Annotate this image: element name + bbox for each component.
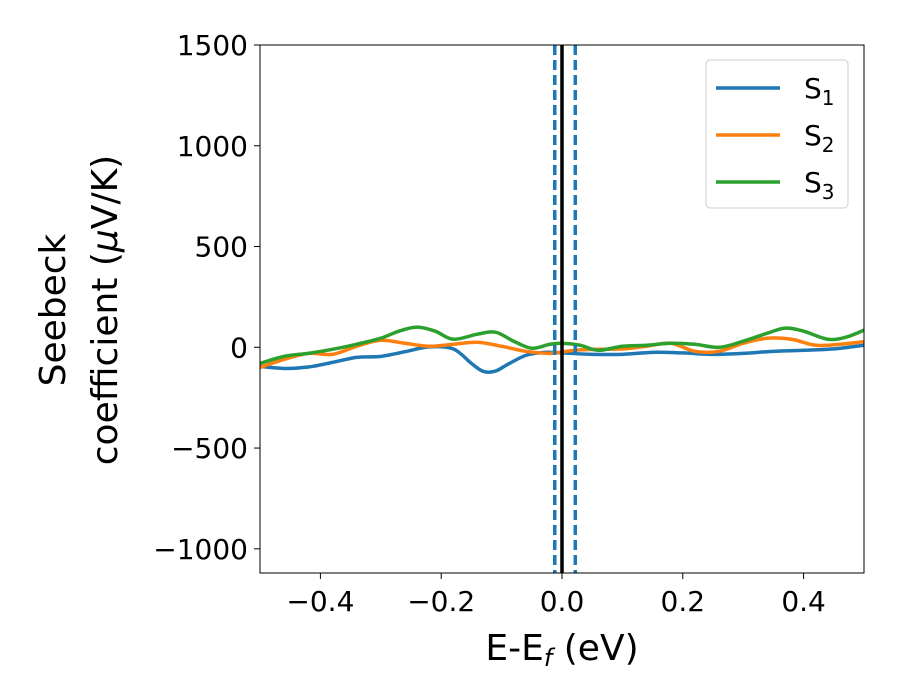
- legend-label-s1: S1: [804, 72, 835, 110]
- x-tick-label: 0.2: [661, 585, 706, 618]
- x-tick-label: −0.4: [286, 585, 354, 618]
- legend: S1 S2 S3: [705, 59, 849, 209]
- y-axis-label-line2: coefficient (μV/K): [85, 155, 126, 465]
- reference-lines: [553, 45, 578, 573]
- series-line-s1: [260, 343, 864, 374]
- y-axis-label: Seebeck coefficient (μV/K): [33, 155, 126, 465]
- y-tick-label: 1500: [177, 29, 248, 62]
- x-tick-label: 0.0: [540, 585, 585, 618]
- x-axis-ticks: −0.4 −0.2 0.0 0.2 0.4: [286, 573, 826, 618]
- legend-label-s2: S2: [804, 119, 835, 157]
- y-axis-label-line1: Seebeck: [33, 233, 74, 386]
- y-tick-label: 1000: [177, 130, 248, 163]
- x-tick-label: −0.2: [407, 585, 475, 618]
- series-line-s3: [260, 325, 864, 366]
- y-tick-label: 500: [195, 231, 248, 264]
- legend-label-s3: S3: [804, 166, 835, 204]
- y-axis-ticks: −1000 −500 0 500 1000 1500: [153, 29, 260, 566]
- y-tick-label: −1000: [153, 533, 248, 566]
- y-tick-label: 0: [230, 331, 248, 364]
- x-tick-label: 0.4: [781, 585, 826, 618]
- x-axis-label: E-Ef (eV): [485, 628, 638, 672]
- y-tick-label: −500: [171, 432, 248, 465]
